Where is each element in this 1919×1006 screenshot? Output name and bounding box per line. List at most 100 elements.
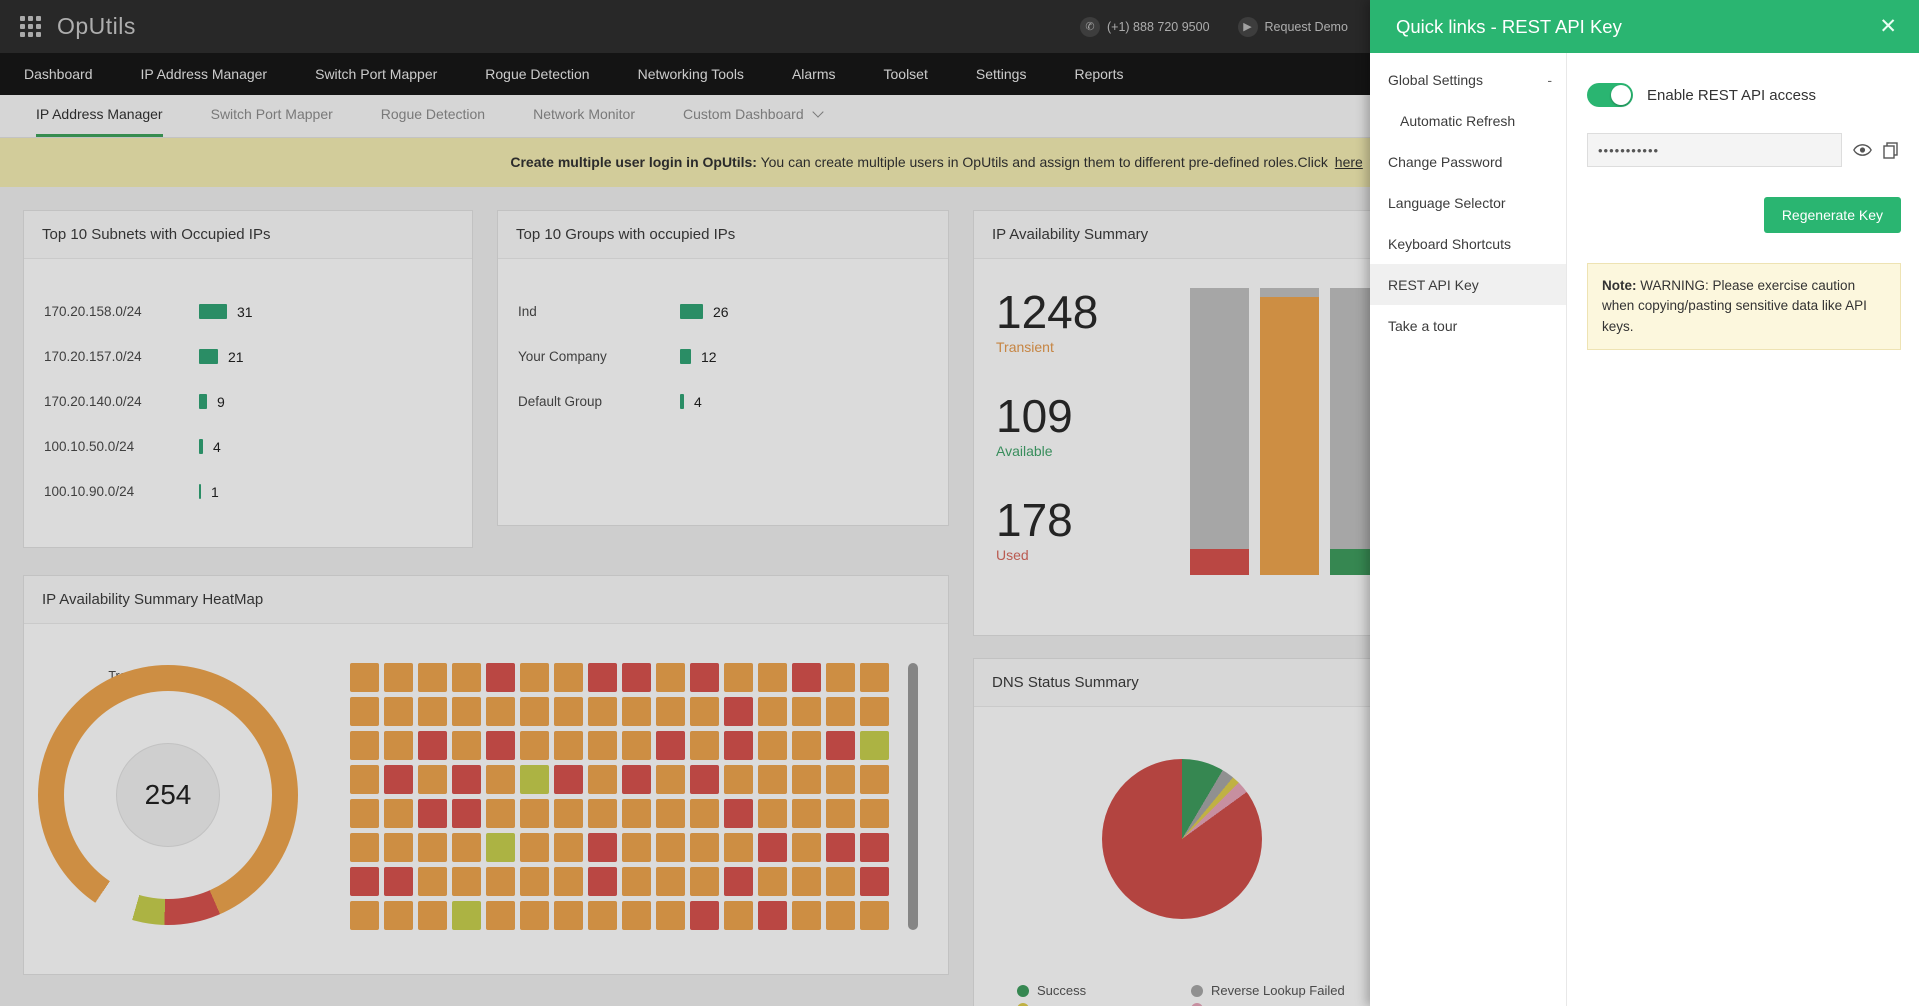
request-demo-label: Request Demo — [1264, 19, 1348, 34]
nav-item-dashboard[interactable]: Dashboard — [24, 66, 93, 82]
copy-key-icon[interactable] — [1883, 141, 1898, 159]
quick-links-menu-global-settings[interactable]: Global Settings - — [1370, 59, 1566, 100]
nav-item-rogue-detection[interactable]: Rogue Detection — [485, 66, 590, 82]
heatmap-cell — [792, 833, 821, 862]
heatmap-cell — [350, 731, 379, 760]
card-availability-heatmap: IP Availability Summary HeatMap Transien… — [23, 575, 949, 975]
heatmap-cell — [860, 697, 889, 726]
nav-item-switch-port-mapper[interactable]: Switch Port Mapper — [315, 66, 438, 82]
nav-item-alarms[interactable]: Alarms — [791, 66, 836, 82]
heatmap-scrollbar[interactable] — [908, 663, 918, 930]
heatmap-cell — [350, 663, 379, 692]
quick-links-menu-take-a-tour[interactable]: Take a tour — [1370, 305, 1566, 346]
card-top-subnets: Top 10 Subnets with Occupied IPs 170.20.… — [23, 210, 473, 548]
heatmap-cell — [486, 867, 515, 896]
heatmap-cell — [758, 901, 787, 930]
legend-chip — [1017, 1003, 1029, 1006]
heatmap-cell — [826, 697, 855, 726]
row-label: 100.10.50.0/24 — [44, 439, 135, 454]
regenerate-key-button[interactable]: Regenerate Key — [1763, 197, 1901, 233]
legend-label: Success — [1037, 983, 1087, 998]
row-label: 170.20.140.0/24 — [44, 394, 142, 409]
heatmap-cell — [724, 867, 753, 896]
heatmap-cell — [758, 765, 787, 794]
heatmap-cell — [622, 833, 651, 862]
row-label: Your Company — [518, 349, 607, 364]
request-demo-item[interactable]: ▶ Request Demo — [1237, 16, 1348, 37]
heatmap-cell — [520, 697, 549, 726]
heatmap-cell — [656, 833, 685, 862]
heatmap-cell — [486, 901, 515, 930]
availability-stat: 1248 Transient — [996, 289, 1098, 355]
tab-ip-address-manager[interactable]: IP Address Manager — [36, 94, 163, 137]
heatmap-cell — [622, 901, 651, 930]
heatmap-cell — [384, 663, 413, 692]
tab-custom-dashboard[interactable]: Custom Dashboard — [683, 94, 824, 137]
banner-here-link[interactable]: here — [1334, 154, 1363, 170]
heatmap-cell — [690, 833, 719, 862]
quick-links-menu-change-password[interactable]: Change Password — [1370, 141, 1566, 182]
heatmap-cell — [520, 731, 549, 760]
heatmap-cell — [826, 799, 855, 828]
panel-header: Quick links - REST API Key ✕ — [1370, 0, 1919, 53]
nav-item-settings[interactable]: Settings — [975, 66, 1027, 82]
subnet-bar-list: 170.20.158.0/24 31 170.20.157.0/24 21 170.20… — [24, 259, 472, 514]
heatmap-cell — [418, 765, 447, 794]
heatmap-cell — [826, 663, 855, 692]
list-item: Default Group 4 — [518, 379, 928, 424]
heatmap-cell — [588, 799, 617, 828]
heatmap-cell — [690, 663, 719, 692]
heatmap-cell — [656, 765, 685, 794]
heatmap-cell — [554, 697, 583, 726]
heatmap-cell — [554, 867, 583, 896]
heatmap-cell — [452, 867, 481, 896]
heatmap-cell — [554, 731, 583, 760]
quick-links-menu-rest-api-key[interactable]: REST API Key — [1370, 264, 1566, 305]
heatmap-cell — [588, 833, 617, 862]
heatmap-cell — [656, 697, 685, 726]
show-key-eye-icon[interactable] — [1853, 143, 1872, 157]
nav-item-networking-tools[interactable]: Networking Tools — [637, 66, 744, 82]
dns-pie-chart — [1102, 759, 1262, 919]
row-label: 170.20.157.0/24 — [44, 349, 142, 364]
heatmap-donut-chart: 254 — [38, 665, 298, 925]
row-value: 12 — [701, 348, 717, 365]
tab-rogue-detection[interactable]: Rogue Detection — [380, 106, 486, 122]
nav-item-reports[interactable]: Reports — [1074, 66, 1124, 82]
heatmap-cell — [792, 663, 821, 692]
heatmap-cell — [520, 663, 549, 692]
availability-stat: 178 Used — [996, 496, 1098, 562]
nav-item-ip-address-manager[interactable]: IP Address Manager — [140, 66, 268, 82]
heatmap-cell — [418, 867, 447, 896]
quick-links-menu-keyboard-shortcuts[interactable]: Keyboard Shortcuts — [1370, 223, 1566, 264]
phone-icon: ✆ — [1080, 16, 1100, 37]
quick-links-panel: Quick links - REST API Key ✕ Global Sett… — [1370, 0, 1919, 1006]
heatmap-cell — [588, 697, 617, 726]
card-title: Top 10 Groups with occupied IPs — [498, 211, 948, 259]
heatmap-cell — [656, 799, 685, 828]
heatmap-cell — [554, 901, 583, 930]
menu-label: Automatic Refresh — [1400, 112, 1516, 129]
heatmap-cell — [860, 799, 889, 828]
heatmap-cell — [656, 731, 685, 760]
rest-api-toggle[interactable] — [1587, 83, 1633, 107]
row-label: Ind — [518, 304, 537, 319]
heatmap-cell — [724, 697, 753, 726]
api-key-input[interactable] — [1587, 133, 1842, 167]
toggle-knob — [1611, 85, 1631, 105]
quick-links-menu-language-selector[interactable]: Language Selector — [1370, 182, 1566, 223]
tab-network-monitor[interactable]: Network Monitor — [533, 106, 635, 122]
apps-grid-icon[interactable] — [20, 16, 41, 37]
heatmap-cell — [656, 901, 685, 930]
heatmap-cell — [520, 833, 549, 862]
tab-switch-port-mapper[interactable]: Switch Port Mapper — [210, 106, 333, 122]
heatmap-cell — [384, 867, 413, 896]
nav-item-toolset[interactable]: Toolset — [883, 66, 928, 82]
donut-center-value: 254 — [144, 779, 192, 810]
heatmap-cell — [588, 867, 617, 896]
quick-links-menu-automatic-refresh[interactable]: Automatic Refresh — [1370, 100, 1566, 141]
list-item: 100.10.50.0/24 4 — [44, 424, 452, 469]
close-icon[interactable]: ✕ — [1879, 15, 1897, 38]
heatmap-cell — [486, 833, 515, 862]
